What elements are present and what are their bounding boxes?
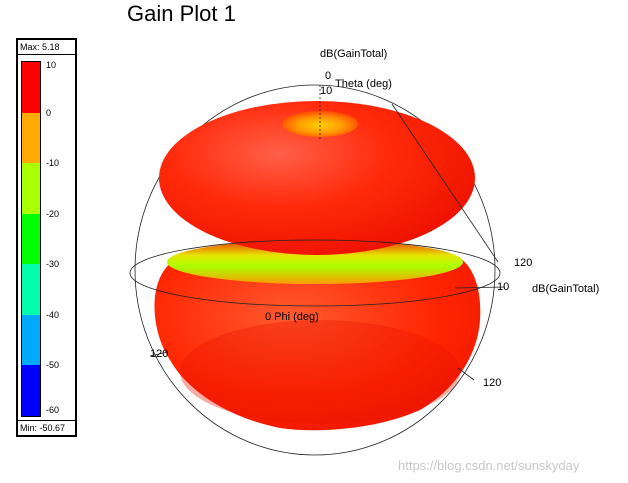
reference-sphere (134, 84, 496, 456)
bottom-axis-tick (457, 367, 475, 381)
waist-band (167, 240, 463, 284)
bottom-lobe-shade (180, 320, 460, 424)
z-axis-quantity-label: dB(GainTotal) (320, 48, 387, 60)
legend-segment (22, 314, 40, 366)
x-axis-arrow (391, 103, 499, 263)
x-axis (454, 286, 506, 289)
x-tick-120: 120 (514, 257, 532, 269)
top-lobe (159, 101, 475, 255)
color-legend: Max: 5.18 10 0 -10 -20 -30 -40 -50 -60 Min: -50… (16, 38, 77, 437)
top-lobe-hole (282, 111, 358, 137)
legend-tick-label: 0 (46, 107, 52, 118)
legend-tick-label: -50 (46, 360, 60, 371)
z-tick-10: 10 (320, 85, 332, 97)
legend-tick-label: -60 (46, 405, 60, 415)
legend-color-bar (21, 61, 41, 417)
z-tick-0: 0 (325, 70, 331, 82)
equator-circle (129, 239, 501, 307)
legend-tick-label: -40 (46, 309, 60, 320)
legend-segment (22, 365, 40, 416)
legend-segment (22, 112, 40, 164)
theta-label: Theta (deg) (335, 78, 392, 90)
left-tick-120: 120 (150, 348, 168, 360)
left-axis-tick (149, 351, 169, 357)
legend-min-label: Min: -50.67 (18, 420, 75, 435)
legend-segment (22, 264, 40, 315)
bottom-lobe (154, 258, 481, 431)
legend-tick-label: -20 (46, 208, 60, 219)
phi-label: 0 Phi (deg) (265, 311, 319, 323)
bottom-tick-120: 120 (483, 377, 501, 389)
legend-segment (22, 163, 40, 214)
legend-tick-label: -10 (46, 158, 60, 169)
legend-max-label: Max: 5.18 (18, 40, 75, 55)
x-axis-quantity-label: dB(GainTotal) (532, 283, 599, 295)
legend-segment (22, 62, 40, 113)
plot-title: Gain Plot 1 (127, 1, 236, 26)
x-tick-10: 10 (497, 281, 509, 293)
legend-segment (22, 213, 40, 265)
watermark: https://blog.csdn.net/sunskyday (398, 458, 580, 473)
legend-tick-label: 10 (46, 60, 57, 70)
legend-tick-label: -30 (46, 259, 60, 270)
